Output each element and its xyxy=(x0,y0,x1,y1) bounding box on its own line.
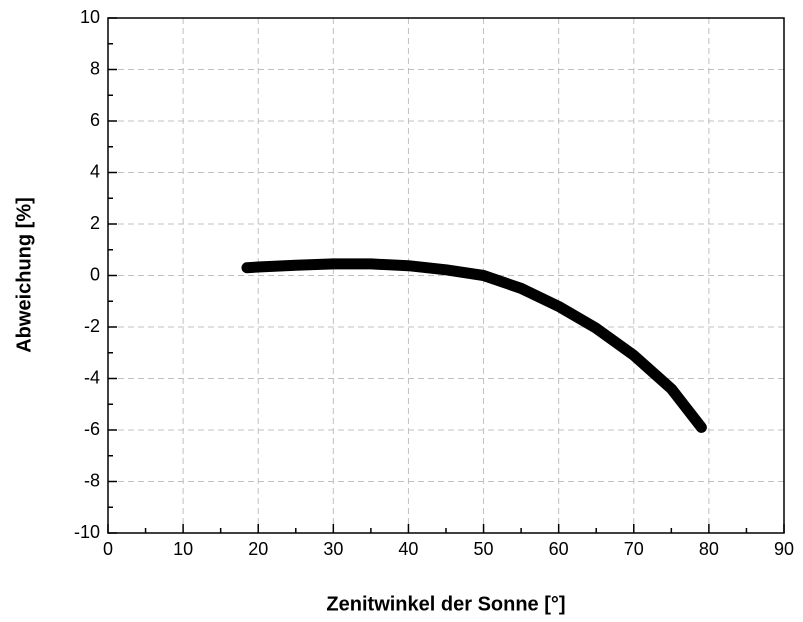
y-tick-label: 6 xyxy=(90,110,100,130)
y-tick-label: -6 xyxy=(84,419,100,439)
y-tick-label: 4 xyxy=(90,161,100,181)
x-tick-label: 20 xyxy=(248,539,268,559)
plot-frame xyxy=(107,17,785,534)
x-tick-label: 30 xyxy=(323,539,343,559)
x-axis-label: Zenitwinkel der Sonne [°] xyxy=(326,593,565,615)
y-tick-label: 8 xyxy=(90,58,100,78)
x-tick-label: 40 xyxy=(398,539,418,559)
x-tick-label: 0 xyxy=(103,539,113,559)
y-tick-label: -10 xyxy=(74,522,100,542)
y-tick-label: 0 xyxy=(90,264,100,284)
data-line xyxy=(241,258,707,433)
x-tick-label: 70 xyxy=(624,539,644,559)
y-tick-label: -8 xyxy=(84,470,100,490)
x-tick-label: 60 xyxy=(549,539,569,559)
y-tick-label: 2 xyxy=(90,213,100,233)
x-tick-label: 90 xyxy=(774,539,794,559)
y-axis-label: Abweichung [%] xyxy=(13,197,35,353)
y-tick-label: -4 xyxy=(84,367,100,387)
x-tick-label: 10 xyxy=(173,539,193,559)
y-tick-label: 10 xyxy=(80,7,100,27)
y-tick-label: -2 xyxy=(84,316,100,336)
x-tick-label: 50 xyxy=(474,539,494,559)
x-tick-label: 80 xyxy=(699,539,719,559)
